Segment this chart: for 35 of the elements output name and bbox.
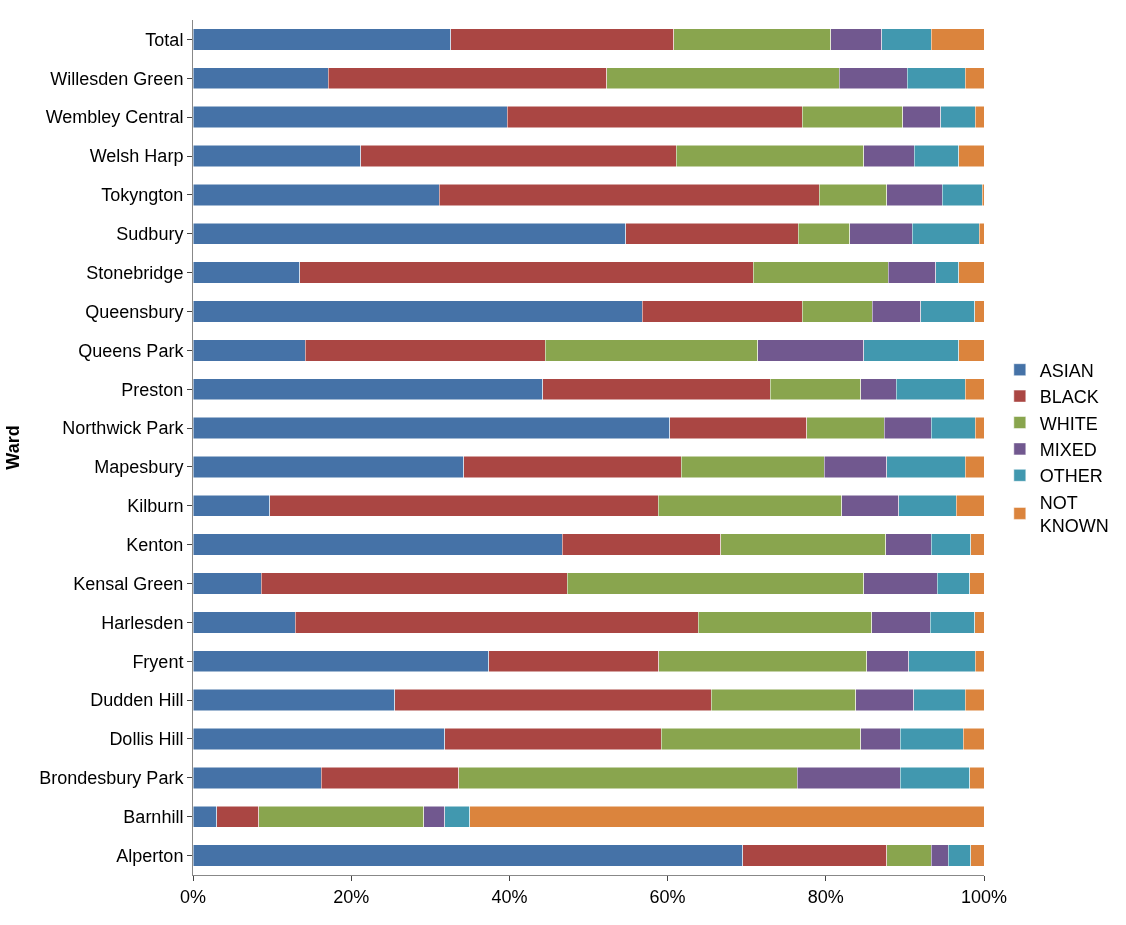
x-tick-label: 100% xyxy=(960,886,1008,907)
y-tick-label: Welsh Harp xyxy=(89,146,184,167)
x-tick-label: 60% xyxy=(649,886,686,907)
y-tick-label: Dudden Hill xyxy=(90,690,184,711)
y-tick-label: Wembley Central xyxy=(45,107,184,128)
y-tick-label: Dollis Hill xyxy=(109,729,184,750)
y-tick-label: Kenton xyxy=(126,534,184,555)
x-tick-label: 0% xyxy=(179,886,207,907)
y-tick-label: Northwick Park xyxy=(62,418,185,439)
x-tick-label: 40% xyxy=(491,886,528,907)
y-tick-label: Brondesbury Park xyxy=(39,768,185,789)
y-tick-label: Mapesbury xyxy=(94,457,184,478)
legend-label: WHITE xyxy=(1039,413,1098,434)
y-axis-title: Ward xyxy=(2,425,23,470)
y-tick-label: Sudbury xyxy=(116,224,184,245)
legend-label: NOT KNOWN xyxy=(1039,492,1109,537)
y-tick-label: Harlesden xyxy=(101,612,184,633)
y-tick-label: Preston xyxy=(121,379,184,400)
y-tick-label: Tokyngton xyxy=(101,185,184,206)
legend-label: OTHER xyxy=(1039,466,1103,487)
legend-label: ASIAN xyxy=(1039,360,1094,381)
y-tick-label: Queensbury xyxy=(85,301,184,322)
y-tick-label: Barnhill xyxy=(123,807,184,827)
y-tick-label: Queens Park xyxy=(78,340,185,361)
y-tick-label: Willesden Green xyxy=(50,68,184,89)
legend-label: MIXED xyxy=(1039,439,1097,460)
x-tick-label: 80% xyxy=(807,886,844,907)
y-tick-label: Kensal Green xyxy=(73,573,184,594)
y-tick-label: Fryent xyxy=(132,651,184,672)
y-tick-label: Stonebridge xyxy=(86,262,184,283)
legend-label: BLACK xyxy=(1039,387,1099,408)
y-tick-label: Total xyxy=(145,29,184,50)
x-tick-label: 20% xyxy=(333,886,370,907)
y-tick-label: Kilburn xyxy=(127,496,184,517)
y-tick-label: Alperton xyxy=(116,845,184,866)
